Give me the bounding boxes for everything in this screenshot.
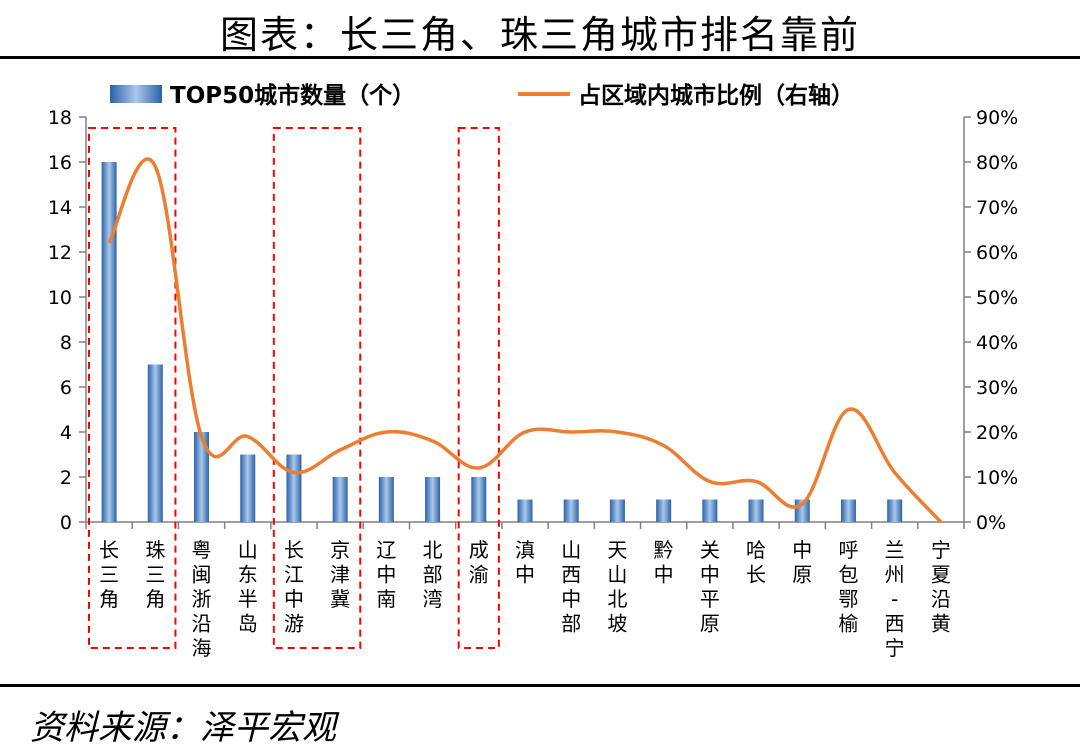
- ratio-line: [107, 157, 943, 524]
- category-label: 成渝: [469, 538, 489, 587]
- right-tick-label: 50%: [976, 287, 1018, 309]
- bar: [425, 477, 441, 522]
- bar: [656, 499, 672, 522]
- category-label: 天山北坡: [607, 538, 627, 636]
- category-label: 长江中游: [284, 538, 304, 636]
- right-tick-label: 20%: [976, 422, 1018, 444]
- category-label: 宁夏沿黄: [931, 538, 951, 636]
- right-tick-label: 30%: [976, 377, 1018, 399]
- category-label: 珠三角: [145, 538, 165, 611]
- bar: [609, 499, 625, 522]
- left-tick-label: 16: [48, 152, 72, 174]
- highlight-box: [272, 127, 362, 649]
- bar: [286, 454, 302, 522]
- chart-legend: TOP50城市数量（个） 占区域内城市比例（右轴）: [110, 82, 854, 109]
- highlight-boxes: [88, 127, 500, 649]
- bar: [194, 432, 210, 522]
- right-tick-label: 70%: [976, 197, 1018, 219]
- category-label: 黔中: [654, 538, 674, 587]
- category-label: 粤闽浙沿海: [192, 538, 212, 660]
- category-label: 辽中南: [376, 538, 396, 611]
- category-label: 哈长: [746, 538, 766, 587]
- left-tick-label: 18: [48, 107, 72, 129]
- category-label: 山西中部: [561, 538, 581, 636]
- bar: [748, 499, 764, 522]
- category-label: 山东半岛: [238, 538, 258, 636]
- source-note: 资料来源：泽平宏观: [30, 708, 336, 748]
- title-divider: [0, 56, 1080, 59]
- combo-chart: TOP50城市数量（个） 占区域内城市比例（右轴） 0 0% 2 10% 4 20% 6 30%…: [48, 82, 1018, 660]
- bar: [887, 499, 903, 522]
- bar: [563, 499, 579, 522]
- right-tick-label: 60%: [976, 242, 1018, 264]
- bar: [840, 499, 856, 522]
- right-tick-label: 10%: [976, 467, 1018, 489]
- bar: [378, 477, 394, 522]
- left-tick-label: 0: [60, 512, 72, 534]
- bar-series: [101, 162, 903, 522]
- legend-line-label: 占区域内城市比例（右轴）: [578, 82, 854, 109]
- category-label: 中原: [792, 538, 812, 587]
- left-tick-label: 2: [60, 467, 72, 489]
- category-label: 滇中: [515, 538, 535, 587]
- left-tick-label: 4: [60, 422, 72, 444]
- chart-title: 图表：长三角、珠三角城市排名靠前: [219, 13, 860, 57]
- line-series: [107, 157, 943, 524]
- bar: [147, 364, 163, 522]
- left-tick-label: 6: [60, 377, 72, 399]
- legend-bar-label: TOP50城市数量（个）: [170, 82, 415, 109]
- highlight-box: [457, 127, 500, 649]
- category-label: 长三角: [99, 538, 119, 611]
- left-tick-label: 8: [60, 332, 72, 354]
- bar: [240, 454, 256, 522]
- category-label: 兰州-西宁: [885, 538, 905, 660]
- right-tick-label: 0%: [976, 512, 1006, 534]
- left-tick-label: 14: [48, 197, 72, 219]
- bar: [702, 499, 718, 522]
- right-tick-label: 90%: [976, 107, 1018, 129]
- left-tick-label: 10: [48, 287, 72, 309]
- category-label: 京津冀: [330, 538, 350, 611]
- bar: [101, 162, 117, 522]
- right-tick-label: 80%: [976, 152, 1018, 174]
- bar: [471, 477, 487, 522]
- legend-bar-swatch: [110, 85, 162, 103]
- category-label: 呼包鄂榆: [838, 538, 858, 636]
- bar: [332, 477, 348, 522]
- left-tick-label: 12: [48, 242, 72, 264]
- footer-divider: [0, 684, 1080, 687]
- category-label: 北部湾: [423, 538, 443, 611]
- highlight-box: [88, 127, 177, 649]
- chart-axes: 0 0% 2 10% 4 20% 6 30% 8 40% 10 50% 12 60% 14 70% 16 80% 1…: [48, 107, 1018, 534]
- category-label: 关中平原: [700, 538, 720, 636]
- right-tick-label: 40%: [976, 332, 1018, 354]
- bar: [517, 499, 533, 522]
